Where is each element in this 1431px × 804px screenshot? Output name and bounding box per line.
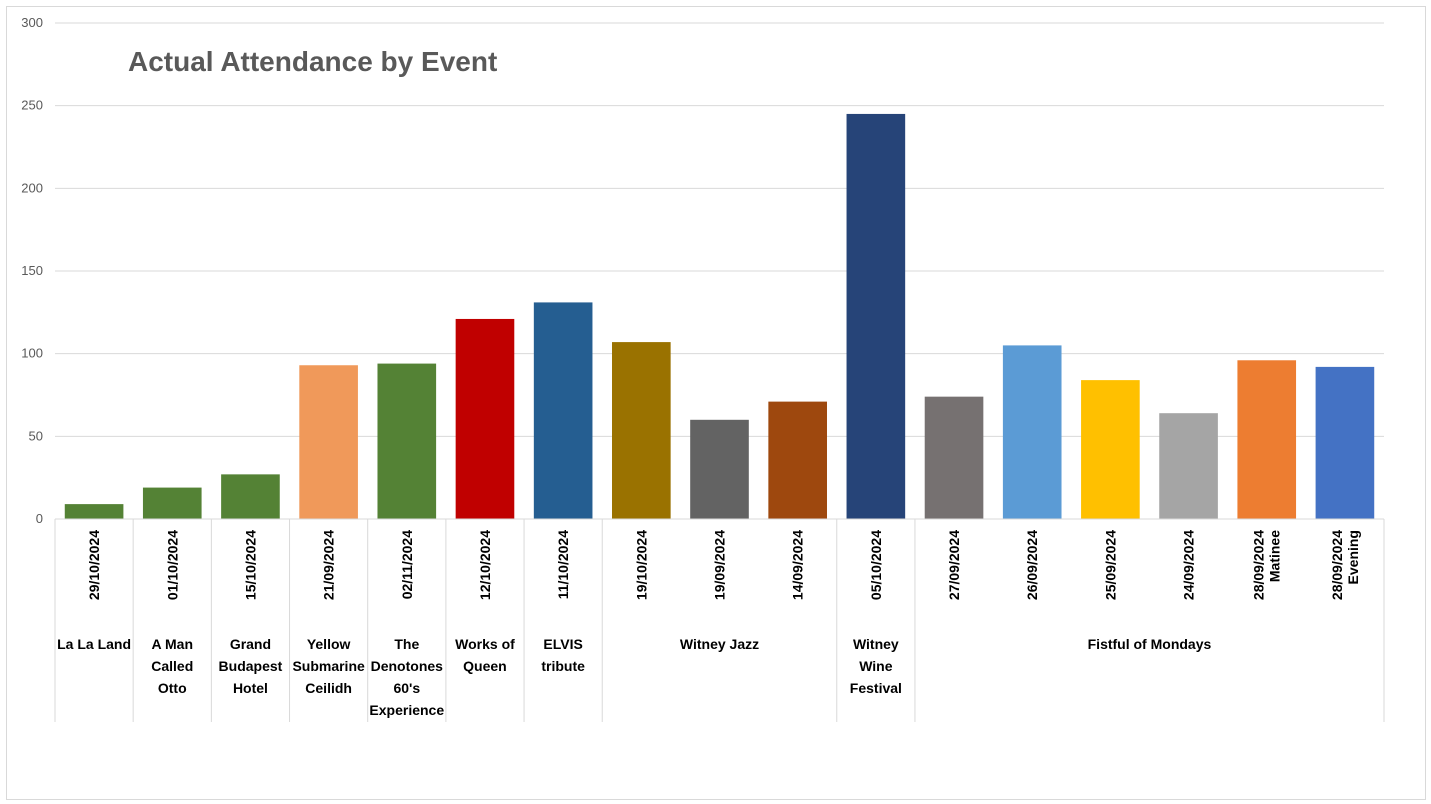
group-label: Fistful of Mondays [1088, 636, 1212, 652]
bar [1002, 345, 1062, 519]
bar [612, 342, 671, 519]
group-label: Denotones [371, 658, 444, 674]
group-label: Works of [455, 636, 515, 652]
group-label: 60's [393, 680, 420, 696]
group-label: Experience [369, 702, 444, 718]
x-tick-label: 28/09/2024 [1251, 530, 1267, 600]
x-tick-label: 01/10/2024 [164, 530, 180, 600]
x-axis: 29/10/2024 01/10/2024 15/10/2024 21/09/2024… [54, 518, 1385, 722]
x-tick-label: 25/09/2024 [1102, 530, 1118, 600]
y-tick-label: 50 [29, 428, 43, 443]
group-label: Festival [850, 680, 902, 696]
x-tick-label: 15/10/2024 [242, 530, 258, 600]
group-label: Yellow [307, 636, 351, 652]
chart-frame [6, 6, 1426, 800]
bar [1159, 413, 1218, 519]
chart-title: Actual Attendance by Event [128, 46, 497, 77]
group-label: Witney Jazz [680, 636, 759, 652]
x-tick-label: 24/09/2024 [1181, 530, 1197, 600]
bar [846, 113, 906, 519]
group-label: Hotel [233, 680, 268, 696]
group-label: La La Land [57, 636, 131, 652]
bars [64, 113, 1375, 519]
bar [1315, 366, 1375, 519]
group-label: Grand [230, 636, 271, 652]
bar [690, 419, 749, 519]
bar [455, 318, 515, 519]
bar [924, 396, 984, 519]
x-tick-label: 11/10/2024 [555, 530, 571, 600]
bar [221, 474, 280, 519]
group-label: Budapest [219, 658, 283, 674]
group-label: Submarine [292, 658, 365, 674]
bar [377, 363, 437, 519]
group-label: Queen [463, 658, 507, 674]
y-tick-label: 300 [21, 15, 43, 30]
x-tick-label: 14/09/2024 [790, 530, 806, 600]
x-tick-label: 02/11/2024 [399, 530, 415, 600]
x-tick-label: 21/09/2024 [321, 530, 337, 600]
x-tick-label: Evening [1345, 530, 1361, 584]
group-label: ELVIS [543, 636, 582, 652]
bar [533, 302, 593, 519]
y-tick-label: 250 [21, 98, 43, 113]
x-tick-label: Matinee [1267, 530, 1283, 582]
x-tick-label: 28/09/2024 [1329, 530, 1345, 600]
group-label: Wine [859, 658, 893, 674]
bar [768, 401, 827, 519]
bar [1237, 360, 1297, 519]
bar [142, 487, 202, 519]
group-label: tribute [541, 658, 585, 674]
x-tick-label: 12/10/2024 [477, 530, 493, 600]
group-label: Called [151, 658, 193, 674]
group-label: The [394, 636, 419, 652]
x-tick-label: 29/10/2024 [86, 530, 102, 600]
group-label: Ceilidh [305, 680, 352, 696]
x-tick-label: 26/09/2024 [1024, 530, 1040, 600]
y-axis-ticks: 0 50 100 150 200 250 300 [21, 15, 43, 526]
bar [299, 365, 358, 519]
bar [64, 504, 124, 519]
bar [1081, 380, 1140, 519]
x-tick-label: 19/10/2024 [633, 530, 649, 600]
group-label: A Man [152, 636, 193, 652]
group-label: Otto [158, 680, 187, 696]
y-tick-label: 200 [21, 180, 43, 195]
y-tick-label: 150 [21, 263, 43, 278]
x-tick-label: 05/10/2024 [868, 530, 884, 600]
x-tick-label: 27/09/2024 [946, 530, 962, 600]
y-tick-label: 100 [21, 346, 43, 361]
x-tick-label: 19/09/2024 [712, 530, 728, 600]
group-label: Witney [853, 636, 899, 652]
y-tick-label: 0 [36, 511, 43, 526]
